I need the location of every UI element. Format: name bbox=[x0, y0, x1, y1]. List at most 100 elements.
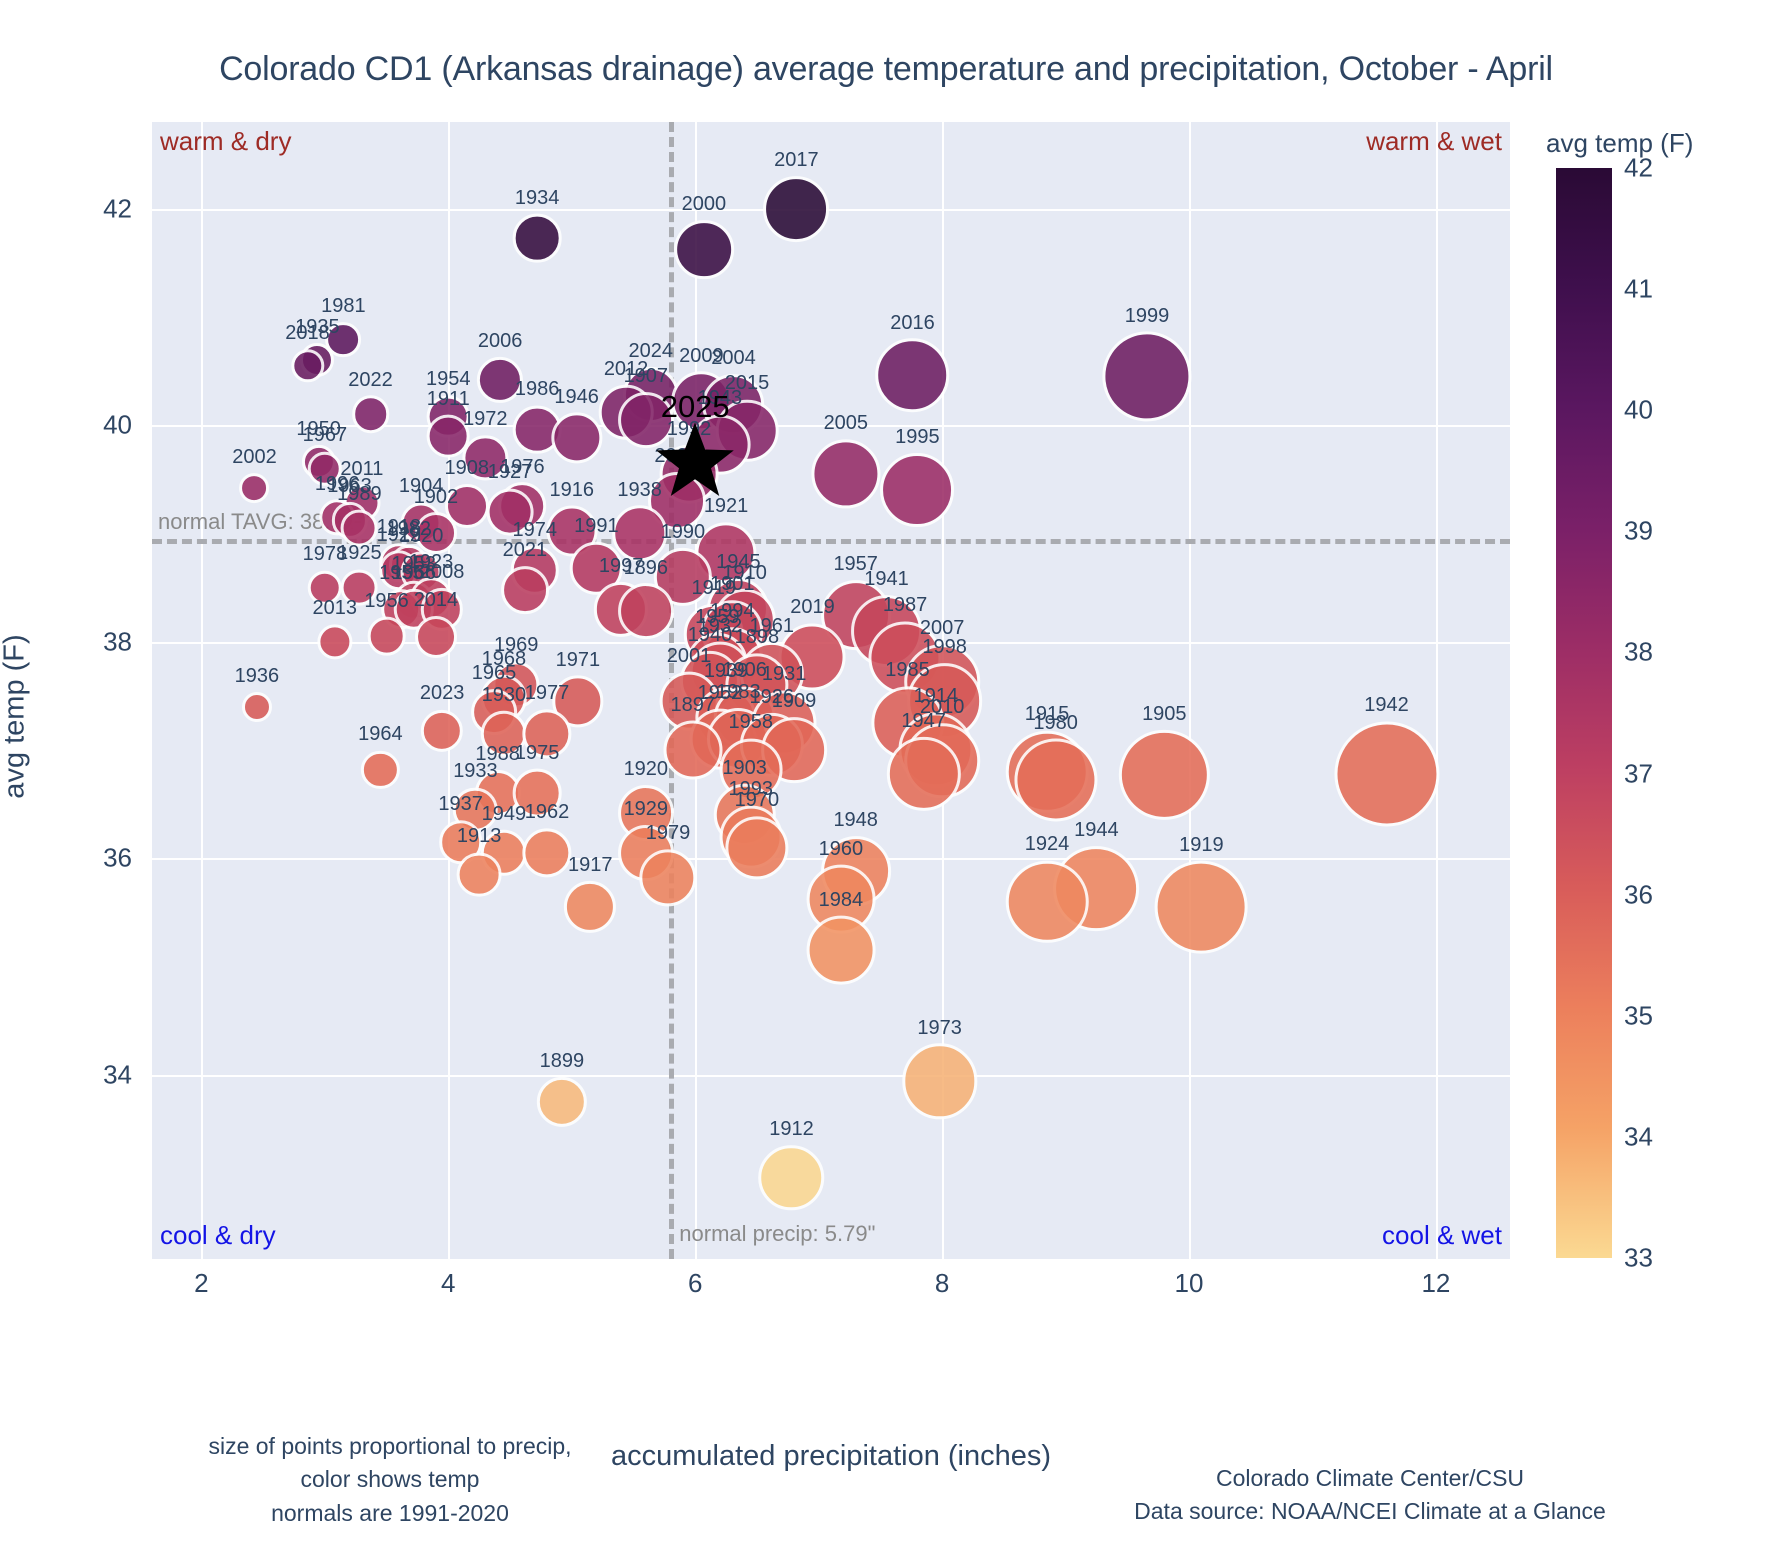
data-point-label: 1961 bbox=[749, 615, 794, 638]
data-point[interactable] bbox=[420, 709, 464, 752]
data-point-label: 1908 bbox=[444, 457, 490, 480]
data-point[interactable] bbox=[522, 828, 572, 878]
x-axis-tick-label: 12 bbox=[1421, 1268, 1451, 1298]
data-point[interactable] bbox=[456, 852, 502, 897]
data-point-label: 2014 bbox=[413, 589, 459, 612]
data-point[interactable] bbox=[414, 616, 457, 659]
data-point-label: 2019 bbox=[790, 596, 835, 619]
data-point-label: 1987 bbox=[882, 594, 928, 617]
data-point-label: 2021 bbox=[502, 538, 548, 561]
data-point[interactable] bbox=[901, 1043, 978, 1120]
data-point[interactable] bbox=[1102, 331, 1192, 422]
footer-left-line-2: color shows temp bbox=[300, 1466, 480, 1493]
data-point[interactable] bbox=[663, 720, 723, 780]
data-point[interactable] bbox=[239, 473, 270, 503]
data-point[interactable] bbox=[611, 505, 668, 562]
data-point-label: 2024 bbox=[628, 339, 674, 362]
data-point[interactable] bbox=[1005, 860, 1089, 943]
colorbar-tick-label: 35 bbox=[1624, 1000, 1653, 1031]
data-point[interactable] bbox=[512, 769, 562, 818]
data-point-label: 1969 bbox=[493, 634, 539, 657]
data-point[interactable] bbox=[1014, 738, 1098, 822]
colorbar-tick-label: 38 bbox=[1624, 636, 1653, 667]
data-point-label: 1990 bbox=[660, 520, 706, 543]
data-point[interactable] bbox=[551, 412, 603, 464]
data-point[interactable] bbox=[880, 453, 955, 528]
x-gridline bbox=[1435, 122, 1438, 1259]
data-point[interactable] bbox=[806, 915, 876, 985]
data-point[interactable] bbox=[522, 709, 572, 759]
data-point-label: 1981 bbox=[321, 294, 366, 317]
data-point[interactable] bbox=[340, 509, 378, 547]
data-point[interactable] bbox=[307, 570, 343, 605]
data-point-label: 1937 bbox=[438, 793, 483, 816]
colorbar-gradient bbox=[1556, 168, 1612, 1258]
data-point[interactable] bbox=[811, 439, 881, 509]
data-point[interactable] bbox=[639, 849, 697, 907]
data-point[interactable] bbox=[351, 395, 390, 434]
data-point-label: 2007 bbox=[919, 617, 965, 640]
data-point[interactable] bbox=[1154, 860, 1248, 954]
data-point[interactable] bbox=[617, 391, 674, 448]
data-point-label: 1940 bbox=[687, 623, 733, 646]
data-point[interactable] bbox=[500, 565, 549, 614]
data-point[interactable] bbox=[875, 338, 950, 413]
data-point[interactable] bbox=[340, 569, 378, 607]
data-point[interactable] bbox=[462, 435, 508, 481]
footer-left-line-1: size of points proportional to precip, bbox=[208, 1433, 572, 1459]
data-point[interactable] bbox=[1333, 721, 1440, 827]
data-point-label: 1965 bbox=[471, 662, 517, 685]
data-point[interactable] bbox=[290, 348, 325, 383]
data-point-label: 1903 bbox=[722, 756, 767, 779]
data-point[interactable] bbox=[414, 512, 457, 555]
data-point-label: 1907 bbox=[623, 364, 669, 387]
data-point-label: 1917 bbox=[568, 853, 613, 876]
current-year-star-icon[interactable] bbox=[652, 419, 738, 505]
data-point[interactable] bbox=[317, 624, 353, 660]
data-point-label: 1986 bbox=[514, 378, 560, 401]
x-axis-tick-label: 6 bbox=[687, 1268, 703, 1298]
data-point-label: 1896 bbox=[623, 556, 669, 579]
data-point[interactable] bbox=[426, 414, 470, 458]
data-point-label: 1929 bbox=[623, 797, 669, 820]
data-point-label: 1957 bbox=[833, 552, 878, 575]
data-point-label: 1995 bbox=[895, 426, 940, 449]
data-point-label: 1941 bbox=[864, 568, 909, 590]
data-point-label: 1971 bbox=[555, 648, 601, 671]
data-point-label: 1946 bbox=[554, 385, 599, 408]
data-point-label: 1985 bbox=[885, 659, 930, 682]
data-point-label: 1974 bbox=[512, 519, 557, 542]
data-point[interactable] bbox=[763, 175, 830, 242]
data-point[interactable] bbox=[367, 617, 406, 656]
data-point[interactable] bbox=[617, 583, 674, 640]
y-gridline bbox=[152, 425, 1510, 428]
data-point-label: 1921 bbox=[703, 495, 749, 518]
data-point-label: 1960 bbox=[818, 838, 864, 861]
data-point-label: 1967 bbox=[302, 424, 348, 447]
data-point-label: 1970 bbox=[734, 788, 780, 811]
y-axis-tick-label: 34 bbox=[103, 1059, 132, 1090]
data-point-label: 1911 bbox=[426, 387, 470, 410]
data-point[interactable] bbox=[477, 356, 524, 403]
page-title: Colorado CD1 (Arkansas drainage) average… bbox=[219, 50, 1553, 88]
data-point[interactable] bbox=[886, 736, 961, 812]
data-point[interactable] bbox=[361, 750, 400, 789]
data-point-label: 2015 bbox=[724, 372, 770, 395]
data-point[interactable] bbox=[564, 880, 617, 934]
data-point-label: 1989 bbox=[337, 482, 382, 505]
data-point[interactable] bbox=[512, 213, 562, 263]
plot-area: warm & dry warm & wet cool & dry cool & wet… bbox=[152, 122, 1510, 1259]
data-point-label: 1913 bbox=[456, 825, 502, 848]
data-point[interactable] bbox=[241, 691, 272, 722]
data-point[interactable] bbox=[673, 219, 734, 280]
data-point[interactable] bbox=[725, 815, 789, 880]
data-point[interactable] bbox=[536, 1076, 588, 1128]
data-point[interactable] bbox=[486, 488, 534, 536]
current-year-label: 2025 bbox=[660, 389, 730, 425]
data-point[interactable] bbox=[1119, 729, 1210, 821]
data-point-label: 1952 bbox=[697, 681, 743, 704]
data-point[interactable] bbox=[758, 1145, 825, 1211]
data-point-label: 1904 bbox=[398, 475, 444, 498]
data-point-label: 1916 bbox=[549, 478, 594, 501]
data-point[interactable] bbox=[307, 451, 343, 486]
